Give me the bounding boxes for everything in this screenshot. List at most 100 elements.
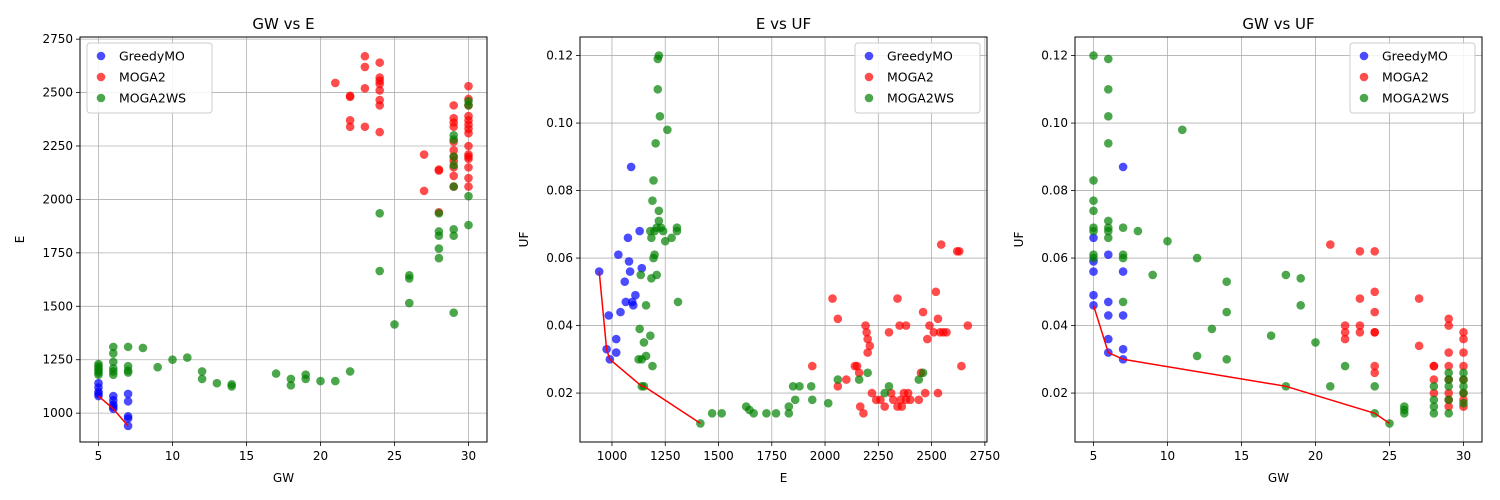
point <box>1459 368 1468 378</box>
point <box>1148 270 1157 280</box>
legend-marker <box>1359 51 1369 61</box>
legend-box <box>854 42 981 114</box>
point <box>1429 409 1439 418</box>
point <box>865 341 875 351</box>
point <box>933 388 943 398</box>
y-tick-label: 2750 <box>42 32 73 46</box>
point <box>1459 348 1468 357</box>
point <box>790 395 800 405</box>
point <box>109 363 118 373</box>
point <box>183 353 192 362</box>
y-tick-label: 2250 <box>42 139 73 153</box>
y-tick-label: 2000 <box>42 192 73 206</box>
chart-title: GW vs UF <box>1242 15 1314 33</box>
point <box>604 311 614 320</box>
front-line <box>598 271 701 425</box>
point <box>1089 253 1098 263</box>
point <box>957 361 966 371</box>
point <box>1429 402 1439 411</box>
axes-frame <box>79 36 488 443</box>
point <box>109 342 118 352</box>
point <box>1459 334 1468 344</box>
point <box>1118 297 1128 307</box>
y-tick-label: 0.04 <box>1041 319 1068 333</box>
point <box>672 226 682 236</box>
point <box>636 270 646 280</box>
point <box>1340 361 1350 371</box>
point <box>1163 236 1172 246</box>
point <box>833 382 843 391</box>
point <box>345 367 355 376</box>
x-tick-label: 1000 <box>597 449 628 463</box>
point <box>1355 328 1365 337</box>
point <box>331 78 340 88</box>
point <box>1104 216 1113 226</box>
point <box>405 270 414 280</box>
point <box>109 349 118 358</box>
point <box>1370 247 1379 256</box>
point <box>614 250 623 259</box>
legend-label: MOGA2WS <box>1382 91 1449 106</box>
chart-1: 5 10 15 20 25 30 1000 1250 1500 1750 2000 2250 2500 2… <box>13 15 488 485</box>
point <box>1385 419 1394 428</box>
legend-box <box>86 42 213 114</box>
y-axis-label: E <box>13 236 27 244</box>
x-tick-label: 1500 <box>703 449 734 463</box>
point <box>1459 398 1468 408</box>
point <box>717 409 727 418</box>
y-tick-label: 0.08 <box>1041 184 1068 198</box>
point <box>464 141 473 151</box>
point <box>626 162 636 172</box>
point <box>859 409 868 418</box>
series-MOGA2 <box>807 240 973 418</box>
point <box>434 209 444 218</box>
point <box>464 182 473 191</box>
point <box>1370 328 1379 337</box>
point <box>1118 162 1128 172</box>
point <box>1400 409 1409 418</box>
point <box>1118 344 1128 354</box>
point <box>153 362 162 372</box>
point <box>1207 324 1217 334</box>
point <box>880 388 890 398</box>
point <box>623 233 633 243</box>
legend-marker <box>96 51 106 61</box>
point <box>1104 54 1113 64</box>
legend-marker <box>864 72 874 82</box>
y-tick-label: 0.06 <box>1041 251 1068 265</box>
point <box>1296 301 1305 310</box>
point <box>863 334 872 344</box>
point <box>360 122 370 132</box>
point <box>1340 328 1350 337</box>
point <box>616 307 625 317</box>
point <box>375 58 385 67</box>
series-MOGA2 <box>1326 240 1468 411</box>
point <box>464 81 473 91</box>
point <box>1340 334 1350 344</box>
point <box>316 376 325 386</box>
x-tick-label: 20 <box>313 449 328 463</box>
point <box>1444 348 1453 357</box>
point <box>931 287 941 297</box>
point <box>449 101 459 110</box>
point <box>197 374 207 384</box>
legend-label: MOGA2 <box>1382 70 1429 85</box>
x-tick-label: 15 <box>1234 449 1249 463</box>
point <box>464 163 473 172</box>
point <box>635 324 644 334</box>
series-GreedyMO <box>1089 162 1128 364</box>
point <box>1326 382 1335 391</box>
x-tick-label: 25 <box>387 449 402 463</box>
point <box>762 409 771 418</box>
point <box>658 226 668 236</box>
point <box>375 73 385 82</box>
point <box>863 368 872 378</box>
point <box>1444 375 1453 384</box>
point <box>123 361 133 371</box>
point <box>227 379 236 389</box>
point <box>464 220 473 230</box>
point <box>954 247 964 256</box>
x-tick-label: 30 <box>461 449 476 463</box>
point <box>654 206 664 216</box>
point <box>286 381 296 390</box>
